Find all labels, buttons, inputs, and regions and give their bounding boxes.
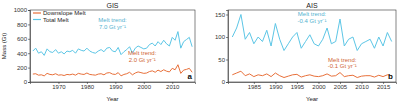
y-tick-mark (226, 37, 228, 38)
y-axis: 0 200 400 600 800 1000 (14, 7, 31, 85)
x-tick-label: 2000 (138, 84, 152, 90)
chart-title: AIS (306, 2, 318, 9)
panel-label: a (188, 72, 193, 81)
y-tick-label: 800 (17, 22, 28, 28)
y-tick-label: 150 (215, 12, 226, 18)
y-tick-label: 100 (215, 34, 226, 40)
panel-label: b (388, 72, 393, 81)
y-tick-mark (28, 53, 30, 54)
y-tick-mark (226, 60, 228, 61)
x-tick: 1980 (81, 82, 95, 90)
legend-entry: Downslope Melt (43, 10, 86, 16)
y-tick: 0 (222, 79, 228, 85)
y-tick: 400 (17, 51, 30, 57)
y-axis-line (28, 11, 31, 83)
x-tick-label: 1985 (248, 84, 262, 90)
x-tick-label: 1990 (109, 84, 123, 90)
legend-swatch (33, 12, 41, 13)
y-tick: 800 (17, 22, 30, 28)
y-tick-label: 400 (17, 51, 28, 57)
y-tick: 1000 (14, 7, 30, 13)
x-tick-label: 2015 (377, 84, 391, 90)
y-tick: 150 (215, 12, 228, 18)
y-axis-line (226, 11, 229, 83)
y-tick-label: 50 (218, 57, 225, 63)
x-tick: 1990 (269, 82, 283, 90)
figure: 1970198019902000201002004006008001000GIS… (0, 0, 400, 104)
panel: 1985 1990 1995 2000 2005 2010 2015 0 50 100 150 AIS… (215, 2, 397, 103)
y-tick-label: 1000 (14, 7, 28, 13)
y-tick-mark (28, 39, 30, 40)
x-axis-title: Year (106, 96, 118, 102)
plot-frame (228, 10, 396, 82)
y-axis: 0 50 100 150 (215, 11, 229, 86)
x-tick: 1985 (248, 82, 262, 90)
x-tick: 2000 (138, 82, 152, 90)
x-tick: 2010 (166, 82, 180, 90)
annotation: 7.0 Gt yr⁻¹ (99, 24, 126, 30)
x-tick-label: 1980 (81, 84, 95, 90)
legend-entry: Total Melt (43, 17, 69, 23)
annotation: Melt trend: (98, 17, 127, 23)
x-axis-title: Year (306, 96, 318, 102)
legend-swatch (33, 19, 41, 20)
series-line (232, 71, 391, 77)
series-line (232, 15, 391, 51)
x-tick-label: 1970 (52, 84, 66, 90)
y-tick-mark (28, 82, 30, 83)
x-tick: 2005 (334, 82, 348, 90)
annotation: -0.4 Gt yr⁻¹ (297, 18, 326, 24)
x-tick-label: 2010 (355, 84, 369, 90)
x-axis: 1985 1990 1995 2000 2005 2010 2015 (229, 82, 397, 90)
x-tick-label: 2000 (312, 84, 326, 90)
plot-frame (30, 10, 195, 82)
x-tick: 2015 (377, 82, 391, 90)
x-tick-label: 2010 (166, 84, 180, 90)
annotation: Melt trend: (128, 50, 157, 56)
y-tick: 200 (17, 65, 30, 71)
y-tick-mark (28, 68, 30, 69)
x-tick: 2010 (355, 82, 369, 90)
x-tick: 1990 (109, 82, 123, 90)
plot-area (33, 32, 192, 76)
y-tick-mark (28, 24, 30, 25)
x-tick-label: 1995 (291, 84, 305, 90)
y-tick-mark (226, 15, 228, 16)
annotation: Melt trend: (328, 57, 357, 63)
y-tick-label: 600 (17, 36, 28, 42)
x-tick-label: 1990 (269, 84, 283, 90)
annotation: Melt trend: (298, 11, 327, 17)
y-tick-label: 0 (24, 79, 28, 85)
y-tick-label: 0 (222, 79, 226, 85)
x-tick-label: 2005 (334, 84, 348, 90)
series-line (33, 32, 192, 56)
annotation: 2.0 Gt yr⁻¹ (129, 57, 156, 63)
chart-title: GIS (106, 2, 118, 9)
y-tick: 600 (17, 36, 30, 42)
x-tick: 1970 (52, 82, 66, 90)
y-tick-label: 200 (17, 65, 28, 71)
y-tick: 50 (218, 57, 228, 63)
x-axis: 1970 1980 1990 2000 2010 (31, 82, 196, 90)
panel: 1970 1980 1990 2000 2010 0 200 400 600 800 1000 GIS… (1, 2, 196, 103)
y-tick: 100 (215, 34, 228, 40)
y-tick-mark (226, 82, 228, 83)
legend: Downslope MeltTotal Melt (33, 10, 86, 23)
series-line (33, 65, 192, 76)
y-axis-title: Mass (Gt) (1, 33, 7, 59)
annotation: -0.1 Gt yr⁻¹ (328, 63, 357, 69)
x-tick: 2000 (312, 82, 326, 90)
x-tick: 1995 (291, 82, 305, 90)
y-tick-mark (28, 10, 30, 11)
y-tick: 0 (24, 79, 30, 85)
plot-area (232, 15, 391, 78)
